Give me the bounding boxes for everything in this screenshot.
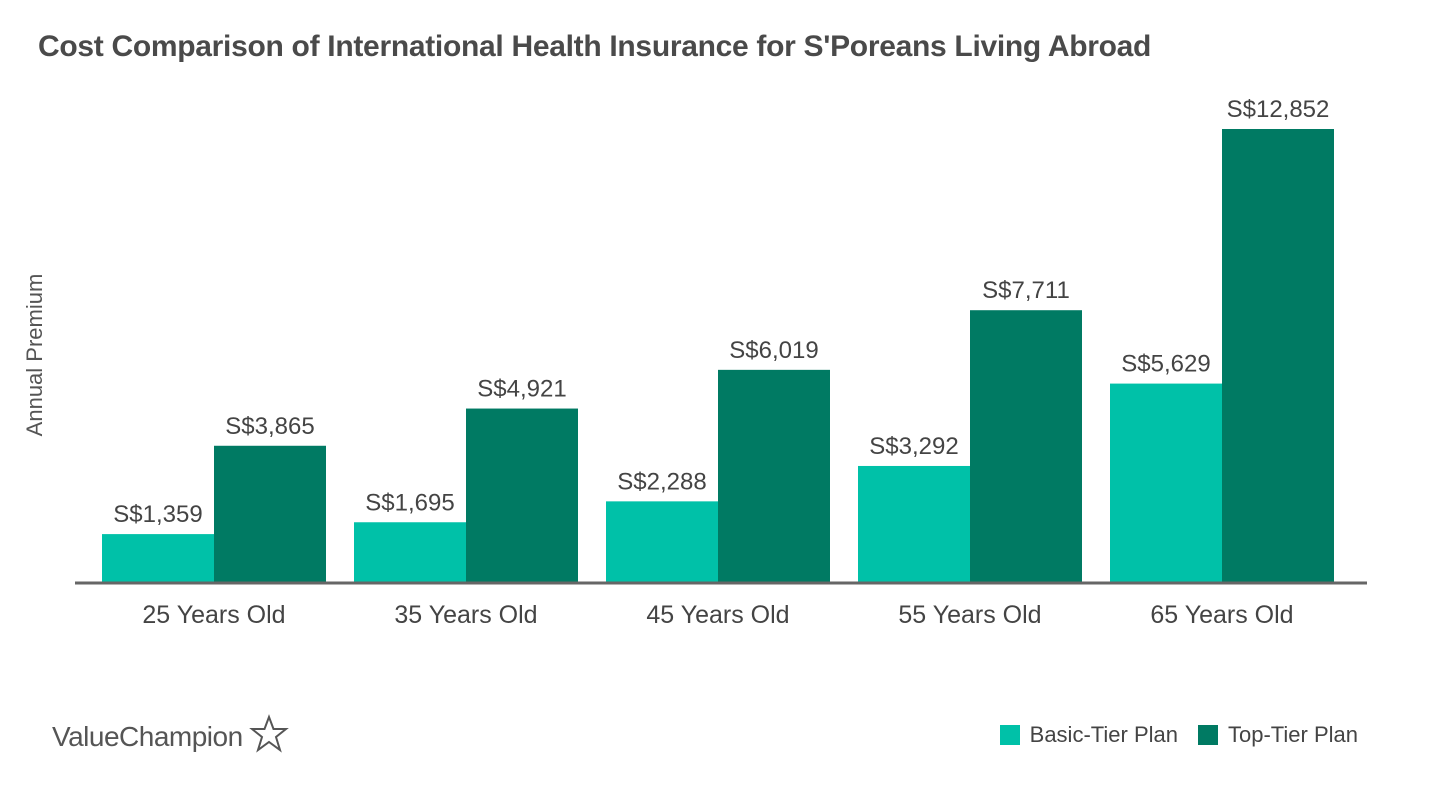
legend-item-basic: Basic-Tier Plan — [999, 722, 1178, 748]
legend-swatch-basic — [999, 725, 1020, 745]
legend-label-top: Top-Tier Plan — [1227, 722, 1358, 747]
x-tick-label-1: 25 Years Old — [142, 601, 285, 629]
x-tick-label-2: 35 Years Old — [394, 601, 537, 629]
legend-item-top: Top-Tier Plan — [1197, 722, 1358, 748]
bar-top-3 — [718, 369, 830, 582]
bar-top-4 — [970, 310, 1082, 582]
legend-label-basic: Basic-Tier Plan — [1029, 722, 1178, 747]
bar-basic-4 — [858, 465, 970, 582]
bar-top-2 — [466, 408, 578, 582]
brand-logo: ValueChampion — [52, 714, 289, 759]
x-tick-label-4: 55 Years Old — [898, 601, 1041, 629]
brand-name: ValueChampion — [52, 720, 243, 752]
data-label-top-1: S$3,865 — [225, 413, 314, 440]
data-label-top-3: S$6,019 — [729, 337, 818, 364]
data-label-top-5: S$12,852 — [1227, 96, 1330, 123]
legend: Basic-Tier Plan Top-Tier Plan — [999, 722, 1358, 748]
chart-title: Cost Comparison of International Health … — [38, 30, 1152, 63]
bar-basic-1 — [102, 534, 214, 582]
legend-swatch-top — [1197, 725, 1218, 745]
data-label-basic-1: S$1,359 — [113, 501, 202, 528]
data-label-basic-4: S$3,292 — [869, 433, 958, 460]
bar-top-1 — [214, 445, 326, 582]
x-tick-label-3: 45 Years Old — [646, 601, 789, 629]
bar-top-5 — [1222, 129, 1334, 582]
data-label-basic-3: S$2,288 — [617, 468, 706, 495]
star-outline-icon — [248, 714, 289, 759]
data-label-basic-5: S$5,629 — [1121, 351, 1210, 378]
bar-basic-3 — [606, 501, 718, 582]
data-label-top-2: S$4,921 — [477, 376, 566, 403]
data-label-top-4: S$7,711 — [982, 277, 1070, 304]
data-label-basic-2: S$1,695 — [365, 489, 454, 516]
bar-basic-2 — [354, 522, 466, 582]
x-tick-label-5: 65 Years Old — [1150, 601, 1293, 629]
bar-basic-5 — [1110, 383, 1222, 582]
